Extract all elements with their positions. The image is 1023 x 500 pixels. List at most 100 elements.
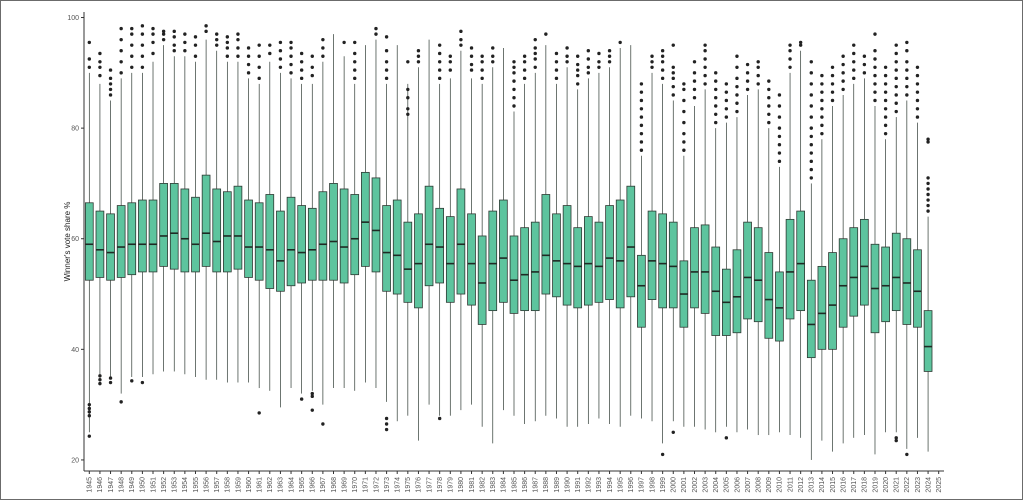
box-body (329, 183, 338, 281)
outlier-point (894, 84, 898, 89)
box-1994 (605, 49, 614, 424)
outlier-point (236, 37, 240, 42)
outlier-point (140, 54, 145, 58)
outlier-point (894, 76, 898, 81)
outlier-point (660, 452, 665, 457)
outlier-point (278, 49, 283, 53)
outlier-point (873, 98, 877, 103)
box-body (658, 213, 667, 309)
outlier-point (660, 76, 665, 81)
outlier-point (321, 422, 325, 426)
outlier-point (682, 87, 686, 92)
outlier-point (820, 73, 824, 78)
box-1968 (329, 34, 338, 389)
outlier-point (512, 104, 516, 108)
outlier-point (788, 43, 792, 47)
outlier-point (809, 167, 813, 172)
box-body (414, 213, 423, 309)
outlier-point (299, 76, 304, 81)
outlier-point (714, 79, 718, 83)
outlier-point (777, 104, 782, 108)
x-tick-label: 2014 (819, 477, 826, 493)
box-body (382, 205, 391, 292)
outlier-point (193, 35, 198, 39)
box-1953 (169, 29, 179, 372)
outlier-point (905, 60, 909, 64)
outlier-point (246, 46, 251, 50)
outlier-point (852, 51, 856, 56)
x-tick-label: 1998 (649, 477, 656, 493)
x-tick-label: 1967 (320, 477, 327, 493)
x-tick-label: 2010 (777, 477, 784, 493)
outlier-point (437, 416, 442, 421)
outlier-point (384, 76, 389, 81)
outlier-point (98, 374, 102, 378)
outlier-point (437, 43, 442, 47)
outlier-point (565, 54, 569, 58)
outlier-point (576, 82, 580, 86)
outlier-point (745, 71, 750, 75)
outlier-point (809, 60, 813, 64)
outlier-point (841, 62, 845, 67)
outlier-point (926, 140, 930, 144)
x-tick-label: 1955 (193, 477, 200, 493)
outlier-point (714, 104, 718, 108)
x-tick-label: 1979 (448, 477, 455, 493)
outlier-point (841, 79, 845, 83)
outlier-point (597, 60, 601, 64)
outlier-point (809, 93, 813, 97)
box-body (562, 205, 572, 306)
outlier-point (554, 60, 559, 64)
outlier-point (119, 71, 123, 75)
box-body (212, 188, 222, 273)
box-1984 (499, 47, 508, 411)
x-tick-label: 1972 (373, 477, 380, 493)
box-body (530, 221, 540, 312)
box-1952 (159, 29, 168, 372)
outlier-point (522, 76, 527, 81)
outlier-point (926, 181, 930, 186)
box-body (233, 185, 243, 270)
outlier-point (236, 54, 240, 58)
outlier-point (576, 62, 580, 67)
outlier-point (87, 413, 92, 418)
outlier-point (894, 93, 898, 97)
outlier-point (841, 71, 845, 75)
outlier-point (215, 32, 219, 36)
outlier-point (416, 49, 421, 53)
box-1981 (467, 46, 476, 405)
outlier-point (724, 90, 729, 94)
outlier-point (289, 54, 293, 58)
x-tick-label: 1952 (161, 477, 168, 493)
outlier-point (883, 90, 888, 94)
box-body (626, 185, 636, 298)
box-body (392, 199, 402, 295)
outlier-point (777, 93, 782, 97)
outlier-point (692, 87, 697, 92)
outlier-point (597, 51, 601, 56)
outlier-point (905, 68, 909, 72)
outlier-point (183, 40, 187, 45)
outlier-point (310, 65, 314, 70)
box-body (350, 194, 360, 276)
box-body (573, 227, 583, 309)
outlier-point (353, 40, 357, 45)
outlier-point (703, 82, 707, 86)
box-1992 (583, 49, 593, 424)
outlier-point (459, 43, 463, 47)
outlier-point (565, 60, 569, 64)
x-tick-label: 1981 (469, 477, 476, 493)
box-1961 (254, 43, 264, 415)
outlier-point (257, 54, 261, 58)
outlier-point (480, 60, 484, 64)
outlier-point (257, 411, 261, 415)
outlier-point (809, 104, 813, 108)
x-tick-label: 2020 (883, 477, 890, 493)
x-tick-label: 1977 (426, 477, 433, 493)
x-tick-label: 1999 (660, 477, 667, 493)
outlier-point (650, 65, 654, 70)
outlier-point (883, 65, 888, 70)
outlier-point (756, 60, 760, 64)
outlier-point (777, 126, 782, 130)
box-2021 (891, 43, 901, 443)
